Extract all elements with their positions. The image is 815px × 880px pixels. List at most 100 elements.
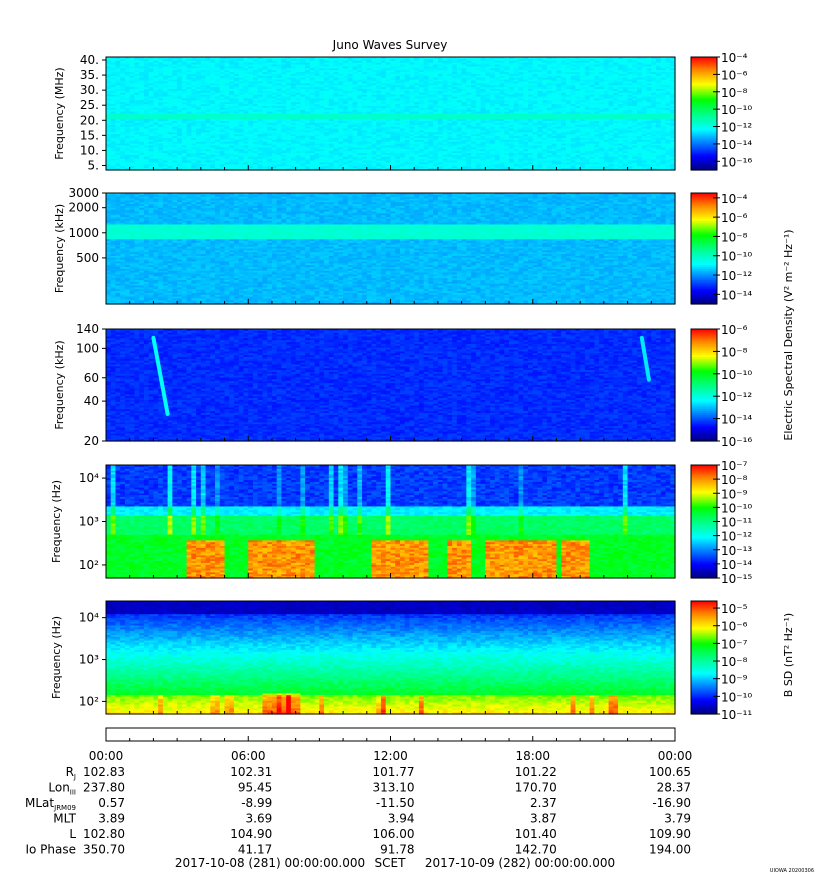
ephemeris-label: MLatJRM09 — [25, 796, 76, 812]
ephemeris-value: 104.90 — [230, 827, 272, 841]
y-axis-label: Frequency (MHz) — [53, 67, 66, 159]
time-tick-label: 00:00 — [89, 749, 124, 763]
emission-streak-1 — [151, 335, 170, 416]
time-tick-label: 00:00 — [658, 749, 693, 763]
footer-scet: SCET — [375, 856, 407, 870]
panel-5: 10⁴ 10³ 10² Frequency (Hz) — [50, 600, 676, 715]
y-tick-label: 500 — [76, 251, 99, 265]
ephemeris-value: 28.37 — [657, 781, 691, 795]
ephemeris-value: 194.00 — [649, 843, 691, 857]
colorbar-tick-label: 10⁻¹⁴ — [721, 558, 752, 572]
spectrogram — [106, 193, 676, 305]
colorbar-tick-label: 10⁻⁶ — [721, 211, 748, 225]
colorbar-tick-label: 10⁻¹¹ — [721, 516, 752, 530]
colorbars: 10⁻⁴ 10⁻⁶ 10⁻⁸ 10⁻¹⁰ 10⁻¹² 10⁻¹⁴ 10⁻¹⁶ 10⁻⁴ 10⁻⁶… — [690, 51, 752, 722]
figure-title: Juno Waves Survey — [332, 38, 448, 52]
ephemeris-value: 313.10 — [373, 781, 415, 795]
y-tick-label: 30. — [80, 83, 99, 97]
y-tick-label: 10² — [79, 558, 99, 572]
time-tick-label: 12:00 — [373, 749, 408, 763]
ephemeris-value: 101.22 — [515, 765, 557, 779]
y-tick-label: 1000 — [68, 226, 99, 240]
y-tick-label: 10³ — [79, 515, 99, 529]
colorbar-tick-label: 10⁻⁹ — [721, 487, 748, 501]
colorbar-frame — [690, 328, 718, 442]
time-tick-label: 06:00 — [231, 749, 266, 763]
colorbar-tick-label: 10⁻⁸ — [721, 230, 748, 244]
colorbar-frame — [690, 600, 718, 715]
y-tick-label: 140 — [76, 322, 99, 336]
time-tick-label: 18:00 — [515, 749, 550, 763]
colorbar-frame — [690, 56, 718, 171]
colorbar-tick-label: 10⁻¹² — [721, 269, 752, 283]
colorbar-tick-label: 10⁻¹⁰ — [721, 690, 752, 704]
emission-streak-2 — [639, 335, 651, 382]
colorbar-tick-label: 10⁻¹⁴ — [721, 288, 752, 302]
colorbar-tick-label: 10⁻¹² — [721, 390, 752, 404]
colorbar-tick-label: 10⁻¹⁰ — [721, 103, 752, 117]
colorbar-tick-label: 10⁻⁸ — [721, 655, 748, 669]
colorbar-tick-label: 10⁻⁶ — [721, 323, 748, 337]
ephemeris-value: 102.83 — [83, 765, 125, 779]
y-tick-label: 100 — [76, 341, 99, 355]
y-tick-label: 40. — [80, 53, 99, 67]
ephemeris-value: 142.70 — [515, 843, 557, 857]
spectrogram — [106, 57, 676, 171]
y-axis-label: Frequency (Hz) — [50, 616, 63, 699]
y-tick-label: 60 — [84, 371, 99, 385]
spectrogram — [106, 601, 676, 715]
ephemeris-label: Io Phase — [25, 843, 76, 857]
footer-end-time: 2017-10-09 (282) 00:00:00.000 — [425, 856, 615, 870]
ephemeris-value: 3.89 — [98, 812, 125, 826]
ephemeris-value: 3.87 — [530, 812, 557, 826]
ephemeris-value: 350.70 — [83, 843, 125, 857]
ephemeris-value: 2.37 — [530, 796, 557, 810]
colorbar-tick-label: 10⁻¹⁴ — [721, 138, 752, 152]
y-tick-label: 10⁴ — [79, 471, 99, 485]
ephemeris-label-subscript: J — [73, 773, 76, 781]
colorbar-tick-label: 10⁻¹² — [721, 121, 752, 135]
colorbar-tick-label: 10⁻⁸ — [721, 345, 748, 359]
ephemeris-table: RJ 102.83 102.31 101.77 101.22 100.65 LonIII 23… — [25, 765, 691, 857]
y-axis-label: Frequency (kHz) — [53, 340, 66, 429]
spectrogram — [106, 329, 676, 442]
colorbar-tick-label: 10⁻⁷ — [721, 637, 748, 651]
ephemeris-value: 0.57 — [98, 796, 125, 810]
colorbar-tick-label: 10⁻¹⁶ — [721, 155, 752, 169]
y-tick-label: 20. — [80, 113, 99, 127]
time-axis: 00:00 06:00 12:00 18:00 00:00 — [89, 727, 693, 763]
ephemeris-value: 3.94 — [388, 812, 415, 826]
colorbar-tick-label: 10⁻¹⁴ — [721, 413, 752, 427]
y-tick-label: 5. — [88, 158, 99, 172]
colorbar-tick-label: 10⁻¹⁰ — [721, 368, 752, 382]
ephemeris-value: -16.90 — [652, 796, 691, 810]
y-tick-label: 20 — [84, 434, 99, 448]
colorbar-tick-label: 10⁻¹¹ — [721, 708, 752, 722]
colorbar-tick-label: 10⁻⁴ — [721, 192, 748, 206]
colorbar-1: 10⁻⁴ 10⁻⁶ 10⁻⁸ 10⁻¹⁰ 10⁻¹² 10⁻¹⁴ 10⁻¹⁶ — [690, 51, 752, 171]
colorbar-4: 10⁻⁷10⁻⁸10⁻⁹10⁻¹⁰10⁻¹¹10⁻¹²10⁻¹³10⁻¹⁴10⁻… — [690, 459, 752, 586]
panel-1: 40.35.30.25.20.15.10.5. Frequency (MHz) — [53, 53, 676, 172]
colorbar-tick-label: 10⁻¹⁵ — [721, 572, 752, 586]
y-tick-label: 15. — [80, 128, 99, 142]
ephemeris-label: L — [69, 827, 76, 841]
ephemeris-value: 101.40 — [515, 827, 557, 841]
ephemeris-value: -8.99 — [241, 796, 272, 810]
ephemeris-value: -11.50 — [376, 796, 415, 810]
colorbar-tick-label: 10⁻⁸ — [721, 473, 748, 487]
ephemeris-value: 109.90 — [649, 827, 691, 841]
ephemeris-value: 91.78 — [380, 843, 414, 857]
electric-colorbar-label: Electric Spectral Density (V² m⁻² Hz⁻¹) — [782, 229, 795, 440]
y-axis-label: Frequency (Hz) — [50, 480, 63, 563]
y-tick-label: 10⁴ — [79, 611, 99, 625]
ephemeris-label-subscript: III — [70, 789, 76, 797]
ephemeris-value: 102.31 — [230, 765, 272, 779]
ephemeris-value: 102.80 — [83, 827, 125, 841]
colorbar-5: 10⁻⁵ 10⁻⁶ 10⁻⁷ 10⁻⁸ 10⁻⁹ 10⁻¹⁰ 10⁻¹¹ — [690, 600, 752, 722]
y-tick-label: 25. — [80, 98, 99, 112]
panel-3: 140 100 60 40 20 Frequency (kHz) — [53, 322, 676, 448]
colorbar-tick-label: 10⁻⁹ — [721, 673, 748, 687]
ephemeris-label-subscript: JRM09 — [53, 804, 76, 812]
colorbar-tick-label: 10⁻¹⁰ — [721, 250, 752, 264]
